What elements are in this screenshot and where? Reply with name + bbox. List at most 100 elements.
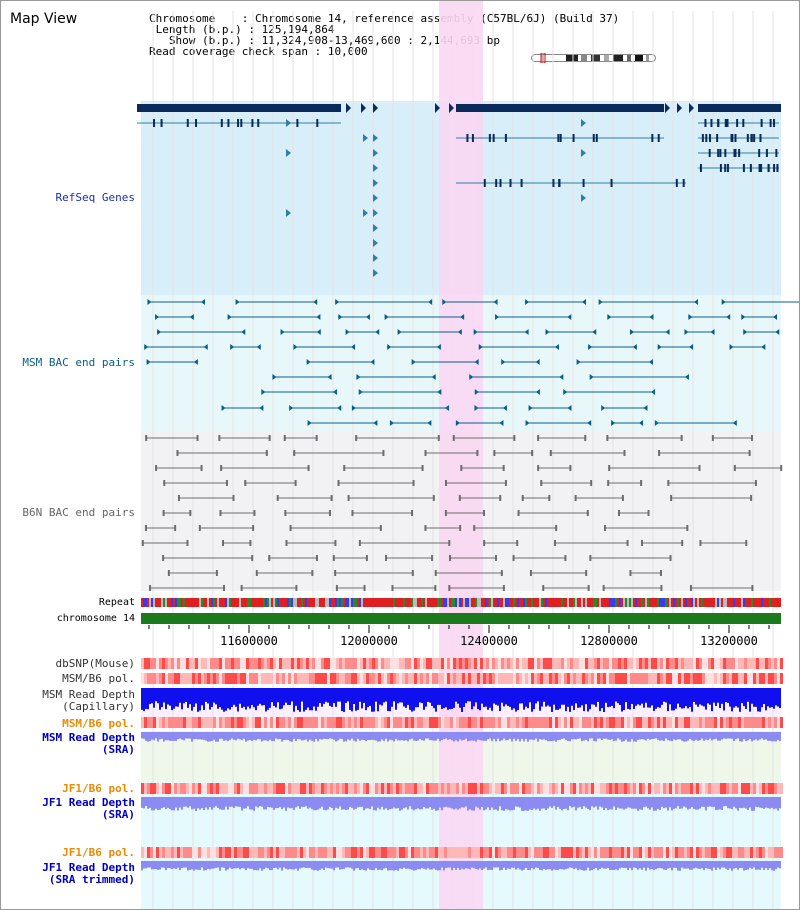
jf1-sra-depth-bar — [243, 797, 245, 809]
capillary-depth-bar — [703, 688, 705, 707]
b6n-bac-label[interactable]: B6N BAC end pairs — [22, 506, 135, 519]
msm-sra-depth-bar — [707, 732, 709, 741]
jf1-sra-depth-bar — [555, 797, 557, 810]
msm-pol-cell — [672, 673, 675, 684]
dbsnp-label[interactable]: dbSNP(Mouse) — [55, 657, 135, 670]
repeat-block — [289, 598, 291, 607]
repeat-block — [611, 598, 613, 607]
jf1-pol-cell — [249, 783, 252, 794]
b6n-bac-end — [268, 555, 271, 561]
jf1-trim-depth-bar — [511, 861, 513, 868]
jf1-trim-depth-bar — [381, 861, 383, 871]
msm-pol-cell — [528, 673, 531, 684]
gene-arrow — [373, 239, 378, 247]
jf1-read-depth-sra-label[interactable]: JF1 Read Depth (SRA) — [42, 797, 135, 821]
jf1-trim-depth-bar — [277, 861, 279, 870]
jf1-trim-pol-cell — [291, 847, 294, 858]
msm-bac-end — [581, 299, 586, 305]
repeat-block — [527, 598, 529, 607]
repeat-label[interactable]: Repeat — [98, 597, 135, 608]
msm-sra-depth-bar — [719, 732, 721, 741]
msm-b6-pol-sra-label[interactable]: MSM/B6 pol. — [62, 717, 135, 730]
capillary-depth-bar — [161, 688, 163, 708]
repeat-block — [347, 598, 349, 607]
jf1-trim-depth-bar — [449, 861, 451, 868]
capillary-depth-bar — [587, 688, 589, 712]
b6n-bac-end — [355, 435, 358, 441]
b6n-bac-end — [424, 450, 427, 456]
jf1-trim-pol-cell — [465, 847, 468, 858]
b6n-bac-end — [449, 555, 452, 561]
capillary-depth-bar — [413, 688, 415, 711]
capillary-depth-bar — [331, 688, 333, 707]
jf1-trim-pol-cell — [180, 847, 183, 858]
jf1-pol-cell — [714, 783, 717, 794]
b6n-bac-end — [293, 450, 296, 456]
msm-pol-cell — [402, 673, 405, 684]
jf1-trim-depth-bar — [561, 861, 563, 870]
jf1-b6-pol-label[interactable]: JF1/B6 pol. — [62, 782, 135, 795]
capillary-depth-bar — [629, 688, 631, 710]
dbsnp-cell — [228, 658, 231, 669]
msm-sra-pol-cell — [297, 717, 300, 728]
msm-bac-end — [629, 329, 634, 335]
msm-bac-end — [469, 374, 474, 380]
repeat-block — [449, 598, 451, 607]
msm-sra-depth-bar — [351, 732, 353, 739]
jf1-sra-depth-bar — [651, 797, 653, 808]
msm-read-depth-sra-label[interactable]: MSM Read Depth (SRA) — [42, 732, 135, 756]
msm-read-depth-capillary-label[interactable]: MSM Read Depth (Capillary) — [42, 689, 135, 713]
msm-sra-depth-bar — [671, 732, 673, 742]
dbsnp-cell — [522, 658, 525, 669]
msm-sra-depth-bar — [165, 732, 167, 741]
jf1-b6-pol-trimmed-label[interactable]: JF1/B6 pol. — [62, 846, 135, 859]
jf1-pol-cell — [471, 783, 474, 794]
chromosome-bar[interactable] — [141, 613, 781, 624]
jf1-trim-depth-bar — [493, 861, 495, 868]
jf1-sra-depth-bar — [649, 797, 651, 810]
b6n-bac-end — [670, 495, 673, 501]
jf1-sra-depth-bar — [583, 797, 585, 807]
msm-b6-pol-label[interactable]: MSM/B6 pol. — [62, 672, 135, 685]
capillary-depth-bar — [365, 688, 367, 711]
msm-sra-pol-cell — [753, 717, 756, 728]
jf1-pol-cell — [519, 783, 522, 794]
msm-sra-depth-bar — [731, 732, 733, 739]
refseq-genes-label[interactable]: RefSeq Genes — [55, 191, 135, 204]
msm-sra-depth-bar — [661, 732, 663, 741]
dbsnp-cell — [759, 658, 762, 669]
msm-sra-depth-bar — [767, 732, 769, 741]
msm-sra-pol-cell — [174, 717, 177, 728]
jf1-trim-depth-bar — [689, 861, 691, 870]
jf1-sra-depth-bar — [269, 797, 271, 808]
msm-sra-pol-cell — [432, 717, 435, 728]
jf1-pol-cell — [222, 783, 225, 794]
repeat-block — [395, 598, 397, 607]
repeat-block — [207, 598, 209, 607]
jf1-read-depth-trimmed-label[interactable]: JF1 Read Depth (SRA trimmed) — [42, 862, 135, 886]
repeat-block — [565, 598, 567, 607]
capillary-depth-bar — [247, 688, 249, 707]
msm-sra-pol-cell — [489, 717, 492, 728]
msm-sra-pol-cell — [234, 717, 237, 728]
msm-bac-label[interactable]: MSM BAC end pairs — [22, 356, 135, 369]
capillary-depth-bar — [561, 688, 563, 705]
repeat-block — [497, 598, 499, 607]
repeat-block — [679, 598, 681, 607]
capillary-depth-bar — [151, 688, 153, 704]
repeat-block — [595, 598, 597, 607]
repeat-block — [761, 598, 763, 607]
jf1-trim-depth-bar — [559, 861, 561, 869]
jf1-trim-depth-bar — [375, 861, 377, 869]
repeat-block — [719, 598, 721, 607]
repeat-block — [739, 598, 741, 607]
repeat-block — [525, 598, 527, 607]
msm-bac-end — [358, 389, 363, 395]
capillary-depth-bar — [385, 688, 387, 702]
chromosome-track-label[interactable]: chromosome 14 — [56, 613, 135, 624]
capillary-depth-bar — [777, 688, 779, 707]
repeat-block — [601, 598, 603, 607]
jf1-sra-depth-bar — [215, 797, 217, 807]
jf1-sra-depth-bar — [661, 797, 663, 807]
